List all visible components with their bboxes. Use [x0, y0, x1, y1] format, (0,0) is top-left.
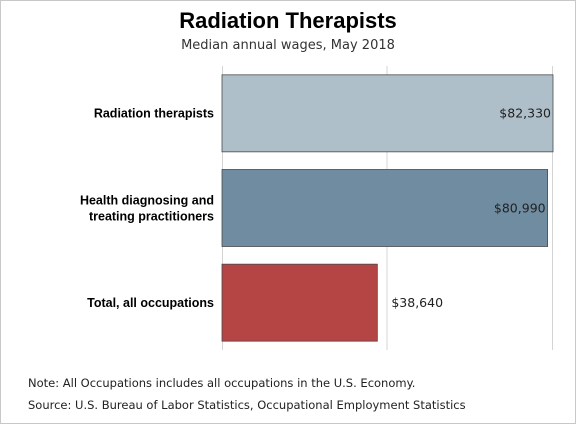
- category-label: Radiation therapists: [94, 107, 214, 121]
- chart-title: Radiation Therapists: [179, 8, 397, 33]
- value-label: $80,990: [494, 200, 546, 215]
- bar: [221, 74, 554, 153]
- chart-source: Source: U.S. Bureau of Labor Statistics,…: [28, 398, 466, 412]
- category-label: Total, all occupations: [87, 296, 214, 310]
- value-label: $82,330: [499, 106, 551, 121]
- bar: [221, 263, 378, 342]
- category-label: Health diagnosing and treating practition…: [80, 193, 214, 223]
- chart-subtitle: Median annual wages, May 2018: [181, 38, 395, 53]
- bar: [221, 169, 549, 247]
- value-label: $38,640: [391, 295, 443, 310]
- chart-note: Note: All Occupations includes all occup…: [28, 376, 416, 390]
